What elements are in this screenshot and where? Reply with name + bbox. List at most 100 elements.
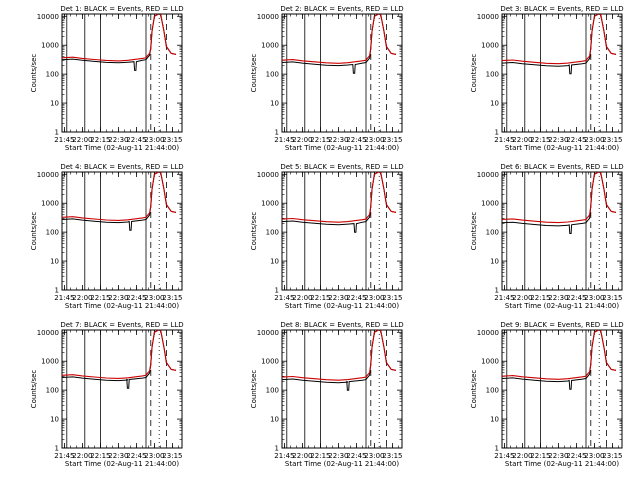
y-axis-label: Counts/sec — [30, 54, 38, 93]
y-tick-label: 1 — [275, 129, 279, 137]
data-layer — [62, 172, 177, 290]
panel-det-5: 1 10 100 1000 10000 21:4522:0022:1522:3022:45… — [250, 163, 404, 310]
lld-series-line — [502, 330, 617, 380]
panel-title: Det 6: BLACK = Events, RED = LLD — [500, 163, 623, 171]
panel-title: Det 4: BLACK = Events, RED = LLD — [60, 163, 183, 171]
panel-title: Det 5: BLACK = Events, RED = LLD — [280, 163, 403, 171]
panel-det-7: 1 10 100 1000 10000 21:4522:0022:1522:3022:45… — [30, 321, 184, 468]
x-tick-label: 21:45 — [274, 136, 294, 144]
x-tick-label: 22:00 — [292, 294, 312, 302]
y-axis-label: Counts/sec — [30, 212, 38, 251]
y-tick-label: 1 — [55, 445, 59, 453]
plot-frame — [61, 329, 183, 449]
y-axis-label: Counts/sec — [470, 212, 478, 251]
y-tick-label: 10 — [50, 258, 59, 266]
y-tick-label: 1 — [55, 129, 59, 137]
data-layer — [502, 330, 617, 448]
x-axis-label: Start Time (02-Aug-11 21:44:00) — [285, 302, 399, 310]
lld-series-line — [62, 14, 177, 62]
x-tick-label: 22:00 — [292, 452, 312, 460]
x-tick-label: 22:30 — [328, 294, 348, 302]
y-tick-label: 10000 — [257, 13, 279, 21]
x-tick-label: 22:45 — [126, 294, 146, 302]
data-layer — [502, 172, 617, 290]
x-tick-label: 22:45 — [126, 452, 146, 460]
x-axis-label: Start Time (02-Aug-11 21:44:00) — [65, 460, 179, 468]
x-tick-label: 23:15 — [382, 136, 402, 144]
x-tick-label: 23:15 — [602, 136, 622, 144]
x-tick-label: 22:00 — [292, 136, 312, 144]
y-tick-label: 10000 — [37, 329, 59, 337]
y-axis-label: Counts/sec — [470, 54, 478, 93]
x-axis-label: Start Time (02-Aug-11 21:44:00) — [505, 144, 619, 152]
x-tick-label: 21:45 — [494, 294, 514, 302]
x-axis-label: Start Time (02-Aug-11 21:44:00) — [505, 460, 619, 468]
x-tick-label: 22:00 — [512, 136, 532, 144]
y-tick-label: 10000 — [257, 171, 279, 179]
x-tick-label: 23:15 — [602, 452, 622, 460]
x-axis-label: Start Time (02-Aug-11 21:44:00) — [505, 302, 619, 310]
x-tick-label: 22:00 — [72, 294, 92, 302]
y-tick-label: 10 — [490, 416, 499, 424]
y-tick-label: 1000 — [481, 200, 499, 208]
x-tick-label: 23:15 — [162, 452, 182, 460]
x-tick-label: 22:15 — [530, 294, 550, 302]
y-axis-label: Counts/sec — [30, 370, 38, 409]
data-layer — [62, 330, 177, 448]
x-tick-label: 21:45 — [54, 136, 74, 144]
x-tick-label: 22:15 — [530, 452, 550, 460]
y-tick-label: 1000 — [41, 42, 59, 50]
data-layer — [282, 330, 397, 448]
x-tick-label: 23:15 — [382, 294, 402, 302]
x-tick-label: 21:45 — [494, 452, 514, 460]
x-tick-label: 23:15 — [602, 294, 622, 302]
y-tick-label: 100 — [486, 71, 499, 79]
y-axis-label: Counts/sec — [470, 370, 478, 409]
y-tick-label: 100 — [486, 229, 499, 237]
x-tick-label: 23:15 — [162, 294, 182, 302]
x-tick-label: 23:00 — [364, 136, 384, 144]
y-tick-label: 100 — [46, 229, 59, 237]
y-tick-label: 100 — [266, 71, 279, 79]
y-axis-label: Counts/sec — [250, 54, 258, 93]
panel-title: Det 8: BLACK = Events, RED = LLD — [280, 321, 403, 329]
y-tick-label: 10000 — [477, 329, 499, 337]
x-tick-label: 23:00 — [144, 136, 164, 144]
x-tick-label: 21:45 — [494, 136, 514, 144]
data-layer — [282, 172, 397, 290]
x-tick-label: 22:30 — [108, 294, 128, 302]
plot-frame — [281, 171, 403, 291]
lld-series-line — [282, 172, 397, 223]
y-tick-label: 10 — [270, 416, 279, 424]
lld-series-line — [502, 14, 617, 65]
x-tick-label: 21:45 — [54, 294, 74, 302]
y-tick-label: 1 — [495, 129, 499, 137]
lld-series-line — [502, 172, 617, 224]
x-tick-label: 22:15 — [90, 136, 110, 144]
x-tick-label: 23:00 — [584, 452, 604, 460]
plot-frame — [501, 171, 623, 291]
panel-det-9: 1 10 100 1000 10000 21:4522:0022:1522:3022:45… — [470, 321, 624, 468]
lld-series-line — [62, 330, 177, 379]
x-tick-label: 22:15 — [90, 452, 110, 460]
x-axis-label: Start Time (02-Aug-11 21:44:00) — [65, 302, 179, 310]
data-layer — [502, 14, 617, 132]
events-series-line — [62, 14, 177, 71]
x-tick-label: 22:45 — [346, 294, 366, 302]
x-tick-label: 23:15 — [162, 136, 182, 144]
y-tick-label: 10 — [490, 100, 499, 108]
data-layer — [62, 14, 177, 132]
panel-det-8: 1 10 100 1000 10000 21:4522:0022:1522:3022:45… — [250, 321, 404, 468]
x-tick-label: 22:15 — [310, 452, 330, 460]
y-tick-label: 1 — [495, 287, 499, 295]
panel-title: Det 3: BLACK = Events, RED = LLD — [500, 5, 623, 13]
x-tick-label: 22:45 — [346, 452, 366, 460]
y-tick-label: 1000 — [261, 200, 279, 208]
y-tick-label: 100 — [46, 387, 59, 395]
x-tick-label: 22:30 — [108, 452, 128, 460]
x-tick-label: 22:15 — [90, 294, 110, 302]
x-tick-label: 22:30 — [108, 136, 128, 144]
y-axis-label: Counts/sec — [250, 370, 258, 409]
x-tick-label: 22:30 — [328, 136, 348, 144]
